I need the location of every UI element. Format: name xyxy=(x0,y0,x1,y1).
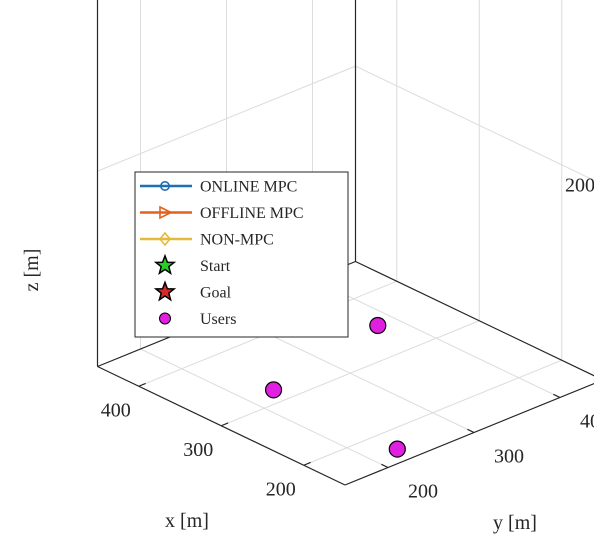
z-tick-label: 400 xyxy=(565,0,594,1)
x-tick-label: 200 xyxy=(266,478,296,500)
y-tick-label: 400 xyxy=(580,411,594,433)
legend-label: OFFLINE MPC xyxy=(200,205,304,222)
user-point xyxy=(388,440,406,458)
y-tick xyxy=(553,393,561,399)
legend-label: Start xyxy=(200,258,231,275)
legend-marker xyxy=(153,280,177,302)
legend-marker xyxy=(159,312,171,325)
tick-labels: 200200300300400400200400600 xyxy=(101,0,594,503)
legend-marker xyxy=(153,253,177,276)
legend-label: Goal xyxy=(200,285,232,302)
user-point xyxy=(264,381,283,399)
axes-edge xyxy=(355,260,594,377)
y-tick xyxy=(467,428,475,434)
y-tick-label: 300 xyxy=(494,446,524,468)
legend-box xyxy=(134,171,349,338)
y-tick-label: 200 xyxy=(408,481,438,503)
legend-entry: Start xyxy=(153,253,231,276)
legend-entry: NON-MPC xyxy=(140,232,274,249)
legend: ONLINE MPC OFFLINE MPC NON-MPC Start Goal Use… xyxy=(134,171,349,338)
x-tick xyxy=(138,382,146,387)
legend-entry: Users xyxy=(159,311,236,328)
x-tick-label: 400 xyxy=(101,399,131,421)
legend-entry: ONLINE MPC xyxy=(140,179,297,196)
legend-marker xyxy=(158,231,172,247)
x-tick-label: 300 xyxy=(183,439,213,461)
legend-label: Users xyxy=(200,311,236,328)
y-tick xyxy=(381,463,389,469)
grid-line xyxy=(312,278,561,398)
x-tick xyxy=(221,422,229,427)
z-tick-label: 200 xyxy=(565,175,594,197)
grid-line xyxy=(97,65,594,181)
legend-label: ONLINE MPC xyxy=(200,179,297,196)
x-axis-label: x [m] xyxy=(165,510,209,532)
legend-marker xyxy=(160,181,171,192)
z-axis-label: z [m] xyxy=(21,249,43,292)
legend-marker xyxy=(159,205,173,220)
y-axis-label: y [m] xyxy=(493,512,537,534)
x-tick xyxy=(303,461,311,466)
legend-label: NON-MPC xyxy=(200,232,274,249)
series-layer xyxy=(264,316,406,458)
legend-entry: OFFLINE MPC xyxy=(140,205,304,222)
user-point xyxy=(369,316,387,335)
legend-entry: Goal xyxy=(153,280,232,302)
